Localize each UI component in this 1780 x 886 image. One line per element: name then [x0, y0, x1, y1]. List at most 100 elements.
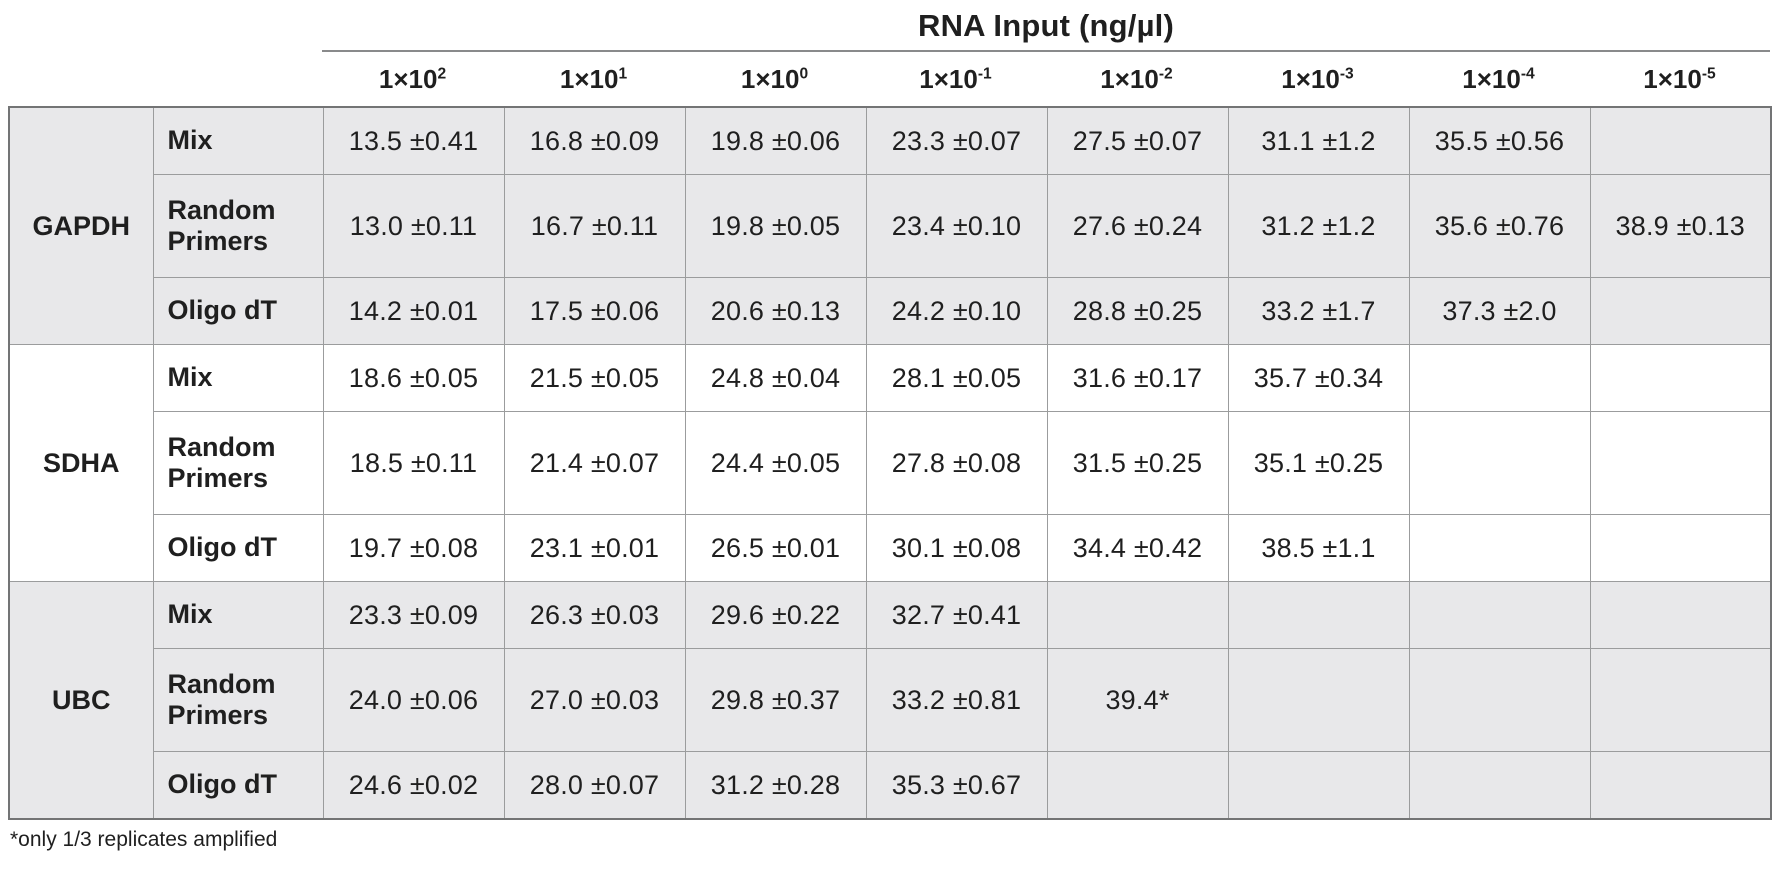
ct-value-cell: 29.8 ±0.37 — [684, 648, 867, 752]
ct-value-cell: 33.2 ±0.81 — [865, 648, 1048, 752]
gene-label: SDHA — [8, 344, 154, 582]
ct-value-cell: 24.8 ±0.04 — [684, 344, 867, 412]
column-header-base: 1×10 — [559, 63, 619, 94]
primer-label: Random Primers — [152, 648, 324, 752]
ct-value-cell: 16.8 ±0.09 — [503, 106, 686, 175]
ct-value-cell — [1227, 648, 1410, 752]
ct-value-cell: 35.7 ±0.34 — [1227, 344, 1410, 412]
ct-value-cell: 26.5 ±0.01 — [684, 514, 867, 582]
ct-value-cell — [1408, 411, 1591, 515]
ct-value-cell: 31.6 ±0.17 — [1046, 344, 1229, 412]
ct-value-cell — [1046, 581, 1229, 649]
ct-value-cell: 13.0 ±0.11 — [322, 174, 505, 278]
ct-value-cell: 27.0 ±0.03 — [503, 648, 686, 752]
ct-value-cell: 13.5 ±0.41 — [322, 106, 505, 175]
column-header: 1×101 — [503, 64, 684, 95]
ct-value-cell: 28.1 ±0.05 — [865, 344, 1048, 412]
table-row: SDHA Mix 18.6 ±0.05 21.5 ±0.05 24.8 ±0.0… — [8, 344, 1772, 582]
ct-value-cell: 23.3 ±0.09 — [322, 581, 505, 649]
ct-value-cell: 14.2 ±0.01 — [322, 277, 505, 345]
column-header-exponent: -5 — [1701, 64, 1716, 82]
column-header: 1×102 — [322, 64, 503, 95]
column-header: 1×10-2 — [1046, 64, 1227, 95]
ct-value-cell: 38.9 ±0.13 — [1589, 174, 1772, 278]
primer-label: Mix — [152, 344, 324, 412]
header-spacer — [8, 0, 322, 106]
column-header: 1×10-4 — [1408, 64, 1589, 95]
ct-value-cell: 27.6 ±0.24 — [1046, 174, 1229, 278]
ct-value-cell: 33.2 ±1.7 — [1227, 277, 1410, 345]
ct-value-cell — [1589, 411, 1772, 515]
ct-value-cell: 23.1 ±0.01 — [503, 514, 686, 582]
gene-label: GAPDH — [8, 106, 154, 345]
column-header: 1×10-5 — [1589, 64, 1770, 95]
ct-value-cell — [1589, 106, 1772, 175]
column-header-exponent: -4 — [1520, 64, 1535, 82]
column-header: 1×10-1 — [865, 64, 1046, 95]
ct-values-table: GAPDH Mix 13.5 ±0.41 16.8 ±0.09 19.8 ±0.… — [8, 106, 1772, 820]
ct-value-cell: 20.6 ±0.13 — [684, 277, 867, 345]
ct-value-cell: 39.4* — [1046, 648, 1229, 752]
ct-value-cell — [1408, 344, 1591, 412]
column-header-exponent: -1 — [977, 64, 992, 82]
ct-value-cell: 35.3 ±0.67 — [865, 751, 1048, 820]
ct-value-cell: 27.5 ±0.07 — [1046, 106, 1229, 175]
primer-label: Oligo dT — [152, 277, 324, 345]
table-row: Random Primers 13.0 ±0.11 16.7 ±0.11 19.… — [9, 174, 1772, 278]
ct-value-cell: 31.2 ±1.2 — [1227, 174, 1410, 278]
primer-label: Random Primers — [152, 411, 324, 515]
table-row: Random Primers 24.0 ±0.06 27.0 ±0.03 29.… — [9, 648, 1772, 752]
ct-value-cell: 18.5 ±0.11 — [322, 411, 505, 515]
ct-value-cell: 23.4 ±0.10 — [865, 174, 1048, 278]
ct-value-cell: 26.3 ±0.03 — [503, 581, 686, 649]
column-header-exponent: -2 — [1158, 64, 1173, 82]
gene-label: UBC — [8, 581, 154, 820]
column-header-row: 1×102 1×101 1×100 1×10-1 1×10-2 1×10-3 1… — [322, 52, 1770, 106]
primer-label: Mix — [152, 106, 324, 175]
table-header: RNA Input (ng/µl) 1×102 1×101 1×100 1×10… — [0, 0, 1780, 106]
column-header-base: 1×10 — [1462, 63, 1521, 94]
column-header-base: 1×10 — [919, 63, 978, 94]
column-header-exponent: 1 — [618, 64, 628, 82]
column-header-exponent: 2 — [437, 64, 447, 82]
column-header-base: 1×10 — [1281, 63, 1340, 94]
table-row: GAPDH Mix 13.5 ±0.41 16.8 ±0.09 19.8 ±0.… — [8, 106, 1772, 345]
ct-value-cell: 17.5 ±0.06 — [503, 277, 686, 345]
ct-value-cell: 19.8 ±0.06 — [684, 106, 867, 175]
ct-value-cell — [1227, 751, 1410, 820]
ct-value-cell — [1408, 751, 1591, 820]
column-header-base: 1×10 — [1100, 63, 1159, 94]
table-title: RNA Input (ng/µl) — [918, 8, 1174, 43]
column-header-base: 1×10 — [740, 63, 800, 94]
column-header-base: 1×10 — [378, 63, 438, 94]
ct-value-cell — [1408, 648, 1591, 752]
ct-value-cell: 35.6 ±0.76 — [1408, 174, 1591, 278]
primer-label: Random Primers — [152, 174, 324, 278]
ct-value-cell: 35.1 ±0.25 — [1227, 411, 1410, 515]
ct-value-cell: 29.6 ±0.22 — [684, 581, 867, 649]
primer-label: Mix — [152, 581, 324, 649]
table-row: Oligo dT 14.2 ±0.01 17.5 ±0.06 20.6 ±0.1… — [9, 277, 1772, 345]
ct-value-cell — [1589, 277, 1772, 345]
ct-value-cell: 31.5 ±0.25 — [1046, 411, 1229, 515]
ct-value-cell: 24.0 ±0.06 — [322, 648, 505, 752]
ct-value-cell: 18.6 ±0.05 — [322, 344, 505, 412]
ct-value-cell: 37.3 ±2.0 — [1408, 277, 1591, 345]
primer-label: Oligo dT — [152, 751, 324, 820]
ct-value-cell: 35.5 ±0.56 — [1408, 106, 1591, 175]
column-header: 1×10-3 — [1227, 64, 1408, 95]
ct-value-cell: 31.2 ±0.28 — [684, 751, 867, 820]
ct-value-cell — [1408, 514, 1591, 582]
ct-value-cell: 21.5 ±0.05 — [503, 344, 686, 412]
ct-value-cell: 28.8 ±0.25 — [1046, 277, 1229, 345]
ct-value-cell: 38.5 ±1.1 — [1227, 514, 1410, 582]
ct-value-cell — [1046, 751, 1229, 820]
table-row: Oligo dT 24.6 ±0.02 28.0 ±0.07 31.2 ±0.2… — [9, 751, 1772, 820]
ct-value-cell: 19.8 ±0.05 — [684, 174, 867, 278]
ct-value-cell: 24.6 ±0.02 — [322, 751, 505, 820]
ct-value-cell: 24.4 ±0.05 — [684, 411, 867, 515]
ct-value-cell — [1589, 751, 1772, 820]
table-row: Random Primers 18.5 ±0.11 21.4 ±0.07 24.… — [9, 411, 1772, 515]
ct-value-cell — [1589, 514, 1772, 582]
